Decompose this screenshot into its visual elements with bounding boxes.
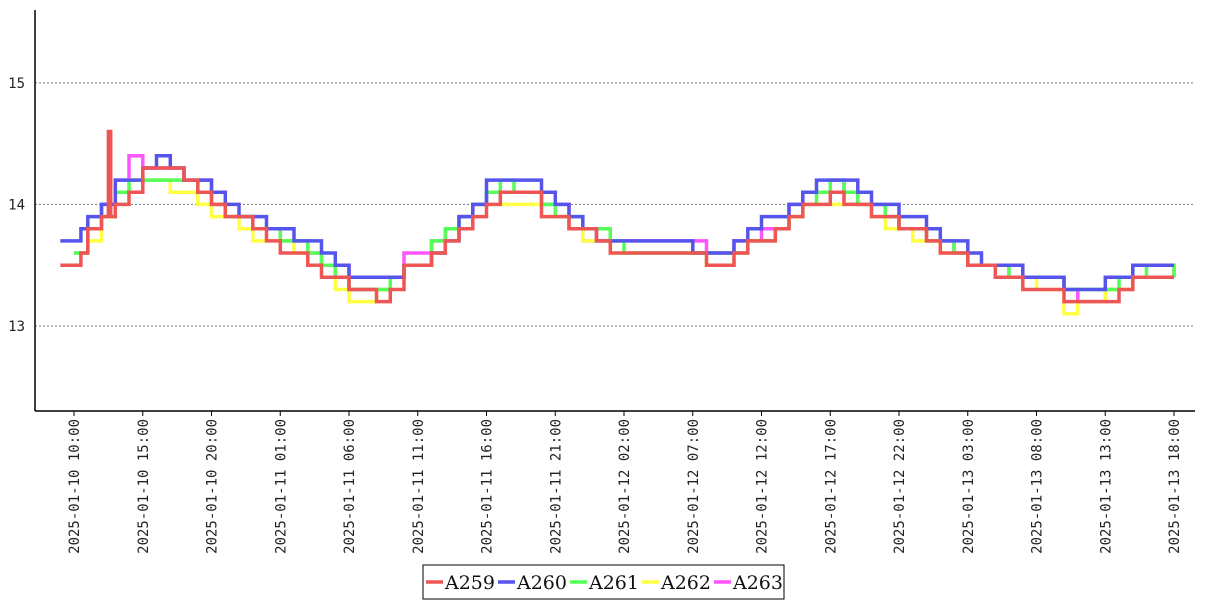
x-tick-label: 2025-01-13 18:00 <box>1167 419 1183 554</box>
x-tick-label: 2025-01-10 15:00 <box>136 419 152 554</box>
series-line-a260 <box>60 154 1174 292</box>
y-tick-label: 15 <box>8 76 25 92</box>
x-tick-label: 2025-01-11 16:00 <box>480 419 496 554</box>
legend-label-a261: A261 <box>588 572 639 594</box>
legend-label-a260: A260 <box>516 572 567 594</box>
series-line-a259 <box>60 129 1174 304</box>
x-tick-label: 2025-01-12 02:00 <box>617 419 633 554</box>
x-tick-label: 2025-01-11 11:00 <box>411 419 427 554</box>
series-lines <box>60 129 1176 316</box>
x-tick-label: 2025-01-11 21:00 <box>548 419 564 554</box>
x-tick-label: 2025-01-11 06:00 <box>342 419 358 554</box>
x-tick-label: 2025-01-10 10:00 <box>67 419 83 554</box>
x-tick-label: 2025-01-12 12:00 <box>755 419 771 554</box>
x-tick-label: 2025-01-10 20:00 <box>205 419 221 554</box>
legend-label-a259: A259 <box>444 572 495 594</box>
axes: 13 14 15 2025-01-10 10:00 2025-01-10 15:00 20… <box>8 10 1195 554</box>
x-tick-label: 2025-01-13 03:00 <box>961 419 977 554</box>
x-tick-label: 2025-01-12 07:00 <box>686 419 702 554</box>
x-tick-label: 2025-01-13 08:00 <box>1030 419 1046 554</box>
legend-label-a262: A262 <box>660 572 711 594</box>
legend: A259 A260 A261 A262 A263 <box>422 564 785 600</box>
x-tick-label: 2025-01-13 13:00 <box>1098 419 1114 554</box>
y-tick-label: 14 <box>8 197 25 213</box>
y-tick-label: 13 <box>8 319 25 335</box>
x-tick-label: 2025-01-11 01:00 <box>273 419 289 554</box>
legend-label-a263: A263 <box>732 572 783 594</box>
x-tick-label: 2025-01-12 17:00 <box>823 419 839 554</box>
series-line-a261 <box>74 178 1176 292</box>
x-tick-label: 2025-01-12 22:00 <box>892 419 908 554</box>
